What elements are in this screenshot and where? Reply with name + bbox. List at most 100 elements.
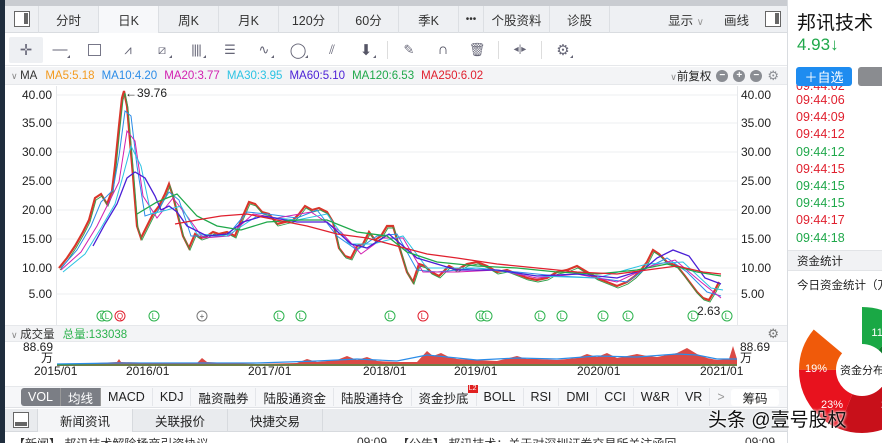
tab-60min[interactable]: 60分 bbox=[339, 5, 399, 33]
ma-indicator-toggle[interactable]: ∨ MA bbox=[11, 70, 37, 82]
event-marker-plus[interactable]: + bbox=[196, 310, 208, 322]
collapse-icon[interactable]: − bbox=[716, 69, 729, 82]
indicator-tab-macd[interactable]: MACD bbox=[101, 388, 153, 406]
tab-quarterly-k[interactable]: 季K bbox=[399, 5, 459, 33]
y-tick: 20.00 bbox=[21, 203, 52, 217]
volume-chart[interactable]: 88.69 万 88.69 万 bbox=[5, 341, 787, 366]
expand-horizontal-icon: ◂|▸ bbox=[513, 44, 527, 55]
zoom-fit-button[interactable]: ◂|▸ bbox=[503, 37, 537, 63]
slice-label: 19% bbox=[805, 363, 827, 375]
magnet-tool[interactable]: ∩ bbox=[426, 37, 460, 63]
indicator-tab-kdj[interactable]: KDJ bbox=[153, 388, 192, 406]
display-label: 显示 bbox=[668, 13, 694, 28]
arrow-down-icon: ↓ bbox=[830, 35, 839, 54]
indicator-tab-boll[interactable]: BOLL bbox=[477, 388, 524, 406]
news-item-title[interactable]: 【公告】 邦讯技术：关于对深圳证券交易所关注函回 bbox=[397, 435, 676, 443]
toolbar-divider bbox=[498, 40, 499, 59]
tab-weekly-k[interactable]: 周K bbox=[159, 5, 219, 33]
price-chart[interactable]: 40.00 35.00 30.00 25.00 20.00 15.00 10.0… bbox=[5, 86, 787, 326]
tab-120min[interactable]: 120分 bbox=[279, 5, 339, 33]
event-marker[interactable]: L bbox=[481, 310, 493, 322]
volume-toggle[interactable]: ∨ 成交量 bbox=[11, 326, 55, 342]
tab-monthly-k[interactable]: 月K bbox=[219, 5, 279, 33]
y-tick: 35.00 bbox=[741, 116, 772, 130]
event-marker[interactable]: L bbox=[417, 310, 429, 322]
candlestick-plot[interactable]: ←39.76 2.63 L L Q L + L L L L L L L L bbox=[57, 86, 737, 326]
eraser-tool[interactable]: ✎ bbox=[392, 37, 426, 63]
news-item-title[interactable]: 【新闻】 邦讯技术解除杨商引资协议 bbox=[13, 435, 208, 443]
event-marker[interactable]: L bbox=[721, 310, 733, 322]
parallel-tool[interactable]: ⧄ bbox=[145, 37, 179, 63]
trash-icon: 🗑 bbox=[468, 41, 486, 57]
wave-tool[interactable]: ∿ bbox=[247, 37, 281, 63]
event-marker[interactable]: L bbox=[597, 310, 609, 322]
event-marker[interactable]: L bbox=[295, 310, 307, 322]
delete-drawings-button[interactable]: 🗑 bbox=[460, 37, 494, 63]
more-periods-button[interactable]: ••• bbox=[459, 5, 484, 33]
ma120-value: MA120:6.53 bbox=[352, 69, 415, 82]
event-marker[interactable]: L bbox=[384, 310, 396, 322]
fork-tool[interactable]: ⫽ bbox=[315, 37, 349, 63]
rectangle-tool[interactable] bbox=[77, 37, 111, 63]
indicator-tab-dmi[interactable]: DMI bbox=[559, 388, 598, 406]
event-marker[interactable]: L bbox=[101, 310, 113, 322]
tab-quick-trade[interactable]: 快捷交易 bbox=[228, 408, 324, 432]
indicator-tab-northbound-holdings[interactable]: 陆股通持仓 bbox=[334, 388, 412, 406]
toggle-left-panel-button[interactable] bbox=[5, 5, 39, 33]
indicator-tab-wr[interactable]: W&R bbox=[634, 388, 678, 406]
indicator-tab-vr[interactable]: VR bbox=[678, 388, 711, 406]
drawing-settings-button[interactable]: ⚙ bbox=[546, 37, 580, 63]
tab-daily-k[interactable]: 日K bbox=[99, 5, 159, 33]
chart-settings-icon[interactable]: ⚙ bbox=[767, 67, 779, 83]
event-marker[interactable]: L bbox=[148, 310, 160, 322]
tab-news[interactable]: 新闻资讯 bbox=[38, 408, 134, 432]
slice-label: 23% bbox=[821, 399, 843, 411]
svg-text:L: L bbox=[277, 312, 282, 321]
rectangle-icon bbox=[87, 43, 101, 56]
event-marker[interactable]: Q bbox=[114, 310, 126, 322]
event-marker[interactable]: L bbox=[556, 310, 568, 322]
arrow-tool[interactable]: ⬇ bbox=[349, 37, 383, 63]
toggle-bottom-panel-button[interactable] bbox=[5, 408, 38, 432]
donut-center-label: 资金分布 bbox=[840, 363, 882, 377]
fan-tool[interactable]: ⩘ bbox=[111, 37, 145, 63]
price-series bbox=[58, 90, 720, 302]
line-tool[interactable]: — bbox=[43, 37, 77, 63]
indicator-tab-bottom-fishing[interactable]: 资金抄底 L2 bbox=[412, 385, 478, 406]
svg-text:L: L bbox=[725, 312, 730, 321]
panel-layout-icon bbox=[13, 11, 30, 27]
move-tool[interactable]: ✛ bbox=[9, 36, 43, 63]
display-dropdown[interactable]: 显示 ∨ bbox=[658, 10, 714, 29]
draw-line-button[interactable]: 画线 bbox=[723, 13, 749, 28]
toggle-right-panel-button[interactable] bbox=[759, 11, 787, 27]
indicator-tab-margin[interactable]: 融资融券 bbox=[191, 388, 257, 406]
event-marker[interactable]: L bbox=[687, 310, 699, 322]
zoom-in-icon[interactable]: + bbox=[733, 69, 746, 82]
indicator-tab-vol[interactable]: VOL bbox=[21, 388, 62, 406]
indicator-tab-cci[interactable]: CCI bbox=[597, 388, 634, 406]
chips-button[interactable]: 筹码 bbox=[731, 389, 779, 406]
gann-tool[interactable]: ☰ bbox=[213, 37, 247, 63]
indicator-tab-northbound-flow[interactable]: 陆股通资金 bbox=[256, 388, 334, 406]
event-marker[interactable]: L bbox=[273, 310, 285, 322]
event-marker[interactable]: L bbox=[622, 310, 634, 322]
chevron-right-icon[interactable]: > bbox=[717, 390, 725, 404]
tab-stock-diagnosis[interactable]: 诊股 bbox=[550, 5, 610, 33]
secondary-button[interactable] bbox=[858, 67, 882, 86]
event-marker[interactable]: L bbox=[534, 310, 546, 322]
tab-stock-profile[interactable]: 个股资料 bbox=[484, 5, 550, 33]
zoom-out-icon[interactable]: − bbox=[750, 69, 763, 82]
ellipse-tool[interactable]: ◯ bbox=[281, 37, 315, 63]
slice-label: 22% bbox=[881, 399, 882, 411]
svg-text:L: L bbox=[299, 312, 304, 321]
stock-name: 邦讯技术 bbox=[797, 13, 874, 34]
tab-timeshare[interactable]: 分时 bbox=[39, 5, 99, 33]
indicator-tab-rsi[interactable]: RSI bbox=[524, 388, 560, 406]
volume-settings-icon[interactable]: ⚙ bbox=[767, 325, 779, 341]
indicator-tab-ma[interactable]: 均线 bbox=[61, 388, 102, 406]
vertical-lines-tool[interactable]: |||| bbox=[179, 37, 213, 63]
tab-related-quotes[interactable]: 关联报价 bbox=[133, 408, 229, 432]
price-adjust-dropdown[interactable]: ∨前复权 bbox=[670, 68, 711, 84]
window-top-edge bbox=[5, 0, 787, 6]
add-to-watchlist-button[interactable]: ＋自选 bbox=[796, 67, 852, 86]
